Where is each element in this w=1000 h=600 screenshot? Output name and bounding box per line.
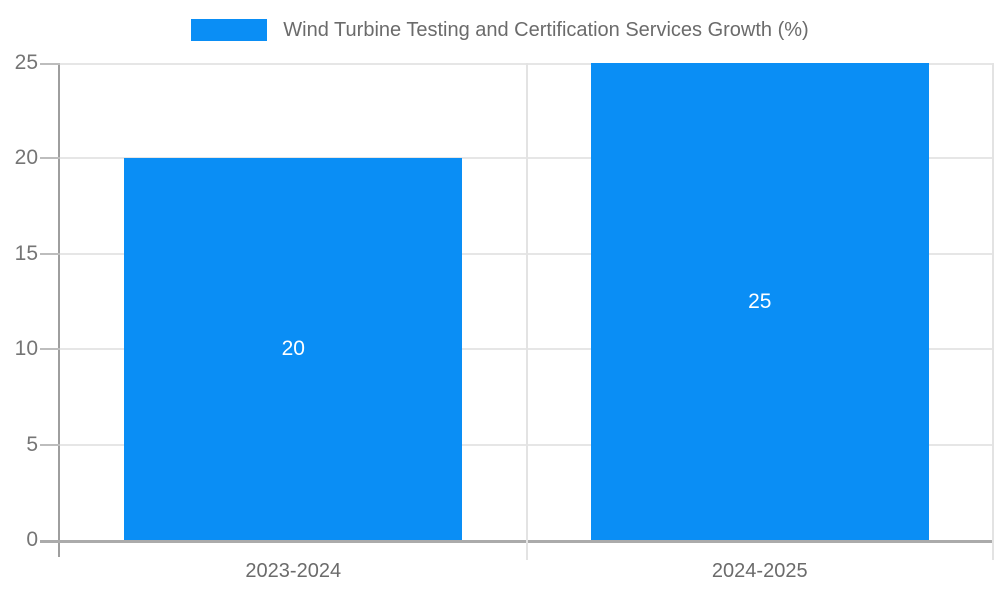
y-tick-mark [40,63,60,65]
category-boundary-gridline [992,63,994,560]
y-tick-label: 0 [26,528,38,551]
y-tick-mark [40,348,60,351]
plot-area: 0 5 10 15 20 25 20 2023-2024 25 2024-2025 [15,51,994,582]
x-axis-line [40,540,993,543]
y-tick-label: 5 [26,432,38,456]
chart-legend: Wind Turbine Testing and Certification S… [0,17,1000,43]
bar-value-label: 25 [748,289,772,313]
x-category-label: 2023-2024 [245,560,342,582]
y-tick-mark [40,252,60,255]
bar: 20 [124,158,463,540]
y-tick-mark [40,443,60,446]
y-tick-label: 20 [14,146,38,170]
chart-title: Wind Turbine Testing and Certification S… [283,18,809,41]
x-category-label: 2024-2025 [711,560,808,582]
y-axis-line [58,63,60,557]
y-tick-label: 10 [14,337,38,361]
y-tick-mark [40,157,60,160]
y-tick-label: 25 [14,51,38,74]
bar-value-label: 20 [281,337,305,361]
y-tick-label: 15 [14,241,38,265]
bar: 25 [590,63,929,540]
category-boundary-gridline [525,63,528,560]
legend-swatch [191,19,268,41]
